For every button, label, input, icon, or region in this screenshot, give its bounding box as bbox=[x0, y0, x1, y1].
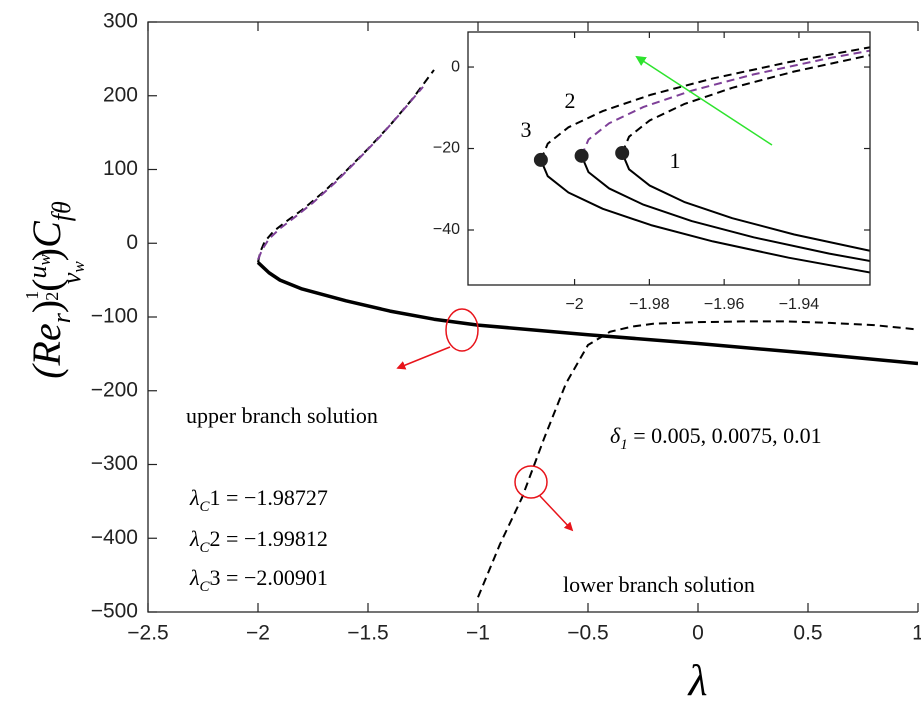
y-axis-label: (Rer)12(uwvw)Cfθ bbox=[22, 201, 88, 379]
arrow bbox=[396, 346, 451, 370]
x-tick-label: −2.5 bbox=[127, 622, 168, 645]
series-line bbox=[580, 49, 870, 157]
x-tick-label: −1 bbox=[466, 622, 490, 645]
x-tick-label: 1 bbox=[912, 622, 921, 645]
y-tick-label: −500 bbox=[91, 600, 138, 623]
curve-label: 1 bbox=[670, 148, 681, 173]
y-tick-label: 0 bbox=[451, 58, 460, 75]
series-line bbox=[621, 54, 870, 154]
highlight-circle bbox=[514, 465, 548, 499]
highlight-circle bbox=[445, 308, 479, 352]
y-tick-label: 0 bbox=[126, 231, 138, 254]
x-tick-label: 0.5 bbox=[793, 622, 822, 645]
series-line bbox=[580, 155, 870, 263]
turning-point bbox=[533, 152, 548, 167]
inset-plot: −2 −1.98 −1.96 −1.94 −40 −20 0 1 2 3 bbox=[433, 31, 871, 313]
x-tick-label: −1.94 bbox=[779, 296, 820, 313]
annotation: λC3 = −2.00901 bbox=[189, 565, 328, 595]
curve-label: 3 bbox=[521, 117, 532, 142]
series-line bbox=[256, 261, 918, 366]
y-tick-label: 100 bbox=[103, 157, 138, 180]
turning-point bbox=[574, 148, 589, 163]
curve-label: 2 bbox=[565, 88, 576, 113]
series-line bbox=[621, 152, 870, 252]
series-line bbox=[539, 159, 870, 274]
annotation: upper branch solution bbox=[186, 403, 378, 428]
x-tick-label: −1.98 bbox=[629, 296, 670, 313]
arrow bbox=[539, 495, 574, 532]
series-line bbox=[257, 69, 435, 263]
y-tick-label: −20 bbox=[433, 140, 460, 157]
y-tick-label: −300 bbox=[91, 452, 138, 475]
x-axis-label: λ bbox=[686, 656, 707, 705]
annotation: λC1 = −1.98727 bbox=[189, 485, 328, 515]
x-tick-label: −1.5 bbox=[347, 622, 388, 645]
main-plot: −2.5 −2 −1.5 −1 −0.5 0 0.5 1−500−400−300−200−10… bbox=[91, 10, 921, 645]
y-tick-label: −100 bbox=[91, 305, 138, 328]
y-tick-label: 200 bbox=[103, 83, 138, 106]
arrow bbox=[635, 55, 773, 146]
y-tick-label: −40 bbox=[433, 221, 460, 238]
axes-box bbox=[467, 31, 871, 286]
plot-area bbox=[256, 69, 918, 598]
x-tick-label: −0.5 bbox=[567, 622, 608, 645]
x-tick-label: −2 bbox=[246, 622, 270, 645]
annotation: lower branch solution bbox=[563, 572, 755, 597]
x-tick-label: −1.96 bbox=[704, 296, 745, 313]
y-tick-label: 300 bbox=[103, 10, 138, 33]
y-tick-label: −200 bbox=[91, 378, 138, 401]
x-tick-label: −2 bbox=[565, 296, 583, 313]
y-axis-label-text: (Rer)12(uwvw)Cfθ bbox=[22, 201, 88, 379]
x-tick-label: 0 bbox=[692, 622, 704, 645]
plot-area bbox=[533, 46, 870, 274]
annotation: λC2 = −1.99812 bbox=[189, 526, 328, 556]
annotation: δ1 = 0.005, 0.0075, 0.01 bbox=[610, 423, 822, 453]
turning-point bbox=[615, 146, 630, 160]
y-tick-label: −400 bbox=[91, 526, 138, 549]
series-line bbox=[477, 320, 918, 598]
series-line bbox=[539, 46, 870, 161]
series-line bbox=[257, 86, 424, 260]
